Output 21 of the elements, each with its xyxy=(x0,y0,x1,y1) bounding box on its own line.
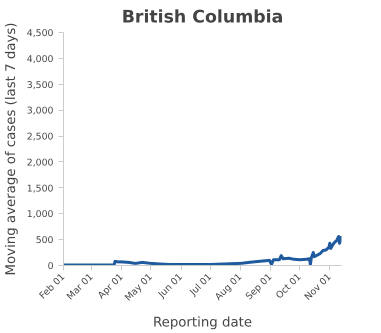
y-tick-label: 3,500 xyxy=(26,80,54,91)
y-tick-label: 1,500 xyxy=(26,183,54,194)
y-tick-label: 500 xyxy=(36,235,54,246)
y-tick-label: 1,000 xyxy=(26,209,54,220)
y-tick-label: 0 xyxy=(48,261,54,272)
x-tick-label: Aug 01 xyxy=(213,272,244,303)
x-tick-label: Mar 01 xyxy=(64,272,96,302)
y-tick-label: 3,000 xyxy=(26,106,54,117)
chart-title: British Columbia xyxy=(122,8,284,28)
x-tick-label: Jul 01 xyxy=(187,272,214,299)
y-tick-label: 2,500 xyxy=(26,132,54,143)
x-tick-label: Apr 01 xyxy=(96,272,126,302)
x-tick-label: Feb 01 xyxy=(37,272,68,302)
y-tick-label: 4,000 xyxy=(26,54,54,65)
y-axis-title: Moving average of cases (last 7 days) xyxy=(4,22,19,276)
y-tick-label: 2,000 xyxy=(26,157,54,168)
x-tick-label: Sep 01 xyxy=(244,272,274,302)
x-axis-title: Reporting date xyxy=(152,315,252,330)
x-tick-label: Oct 01 xyxy=(274,272,304,302)
y-tick-label: 4,500 xyxy=(26,28,54,39)
x-tick-label: Jun 01 xyxy=(156,272,186,301)
